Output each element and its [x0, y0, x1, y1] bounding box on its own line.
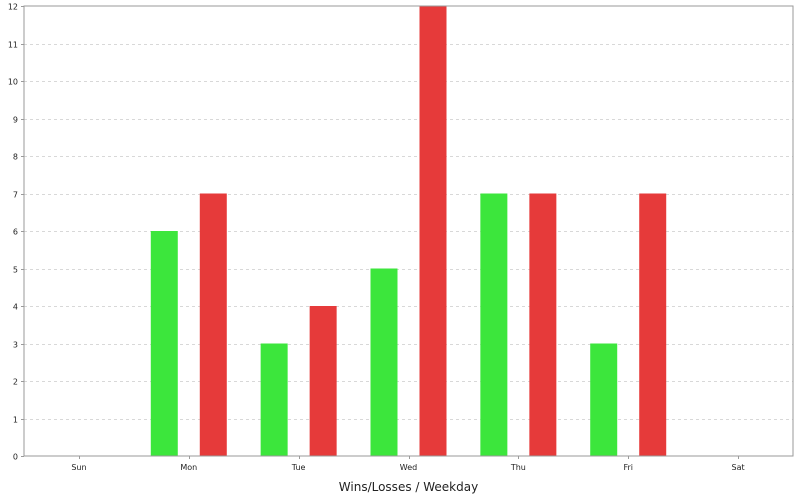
y-tick-label: 0 — [13, 453, 18, 462]
bar-fri-series-1 — [590, 343, 618, 456]
x-axis-label: Wins/Losses / Weekday — [339, 480, 478, 494]
x-tick-label-thu: Thu — [510, 463, 526, 472]
bar-mon-series-1 — [150, 231, 178, 456]
y-tick-label: 4 — [13, 303, 18, 312]
y-tick-label: 2 — [13, 378, 18, 387]
bar-fri-series-2 — [639, 193, 667, 456]
bar-thu-series-1 — [480, 193, 508, 456]
bar-wed-series-1 — [370, 268, 398, 456]
y-tick-label: 7 — [13, 191, 18, 200]
y-tick-label: 12 — [8, 3, 18, 12]
gridlines — [24, 44, 793, 420]
x-tick-label-mon: Mon — [180, 463, 197, 472]
x-tick-label-tue: Tue — [291, 463, 306, 472]
x-axis-ticks: Sun Mon Tue Wed Thu Fri Sat — [71, 456, 745, 472]
bar-mon-series-2 — [199, 193, 227, 456]
x-tick-label-sun: Sun — [71, 463, 86, 472]
y-tick-label: 8 — [13, 153, 18, 162]
bar-tue-series-2 — [309, 306, 337, 456]
y-tick-label: 1 — [13, 416, 18, 425]
x-tick-label-sat: Sat — [732, 463, 745, 472]
y-tick-label: 10 — [8, 78, 18, 87]
x-tick-label-wed: Wed — [400, 463, 417, 472]
bar-thu-series-2 — [529, 193, 557, 456]
y-tick-label: 9 — [13, 116, 18, 125]
y-tick-label: 6 — [13, 228, 18, 237]
y-tick-label: 5 — [13, 266, 18, 275]
y-tick-label: 11 — [8, 41, 18, 50]
y-tick-label: 3 — [13, 341, 18, 350]
bars — [150, 6, 667, 456]
bar-tue-series-1 — [260, 343, 288, 456]
bar-wed-series-2 — [419, 6, 447, 456]
x-tick-label-fri: Fri — [623, 463, 633, 472]
